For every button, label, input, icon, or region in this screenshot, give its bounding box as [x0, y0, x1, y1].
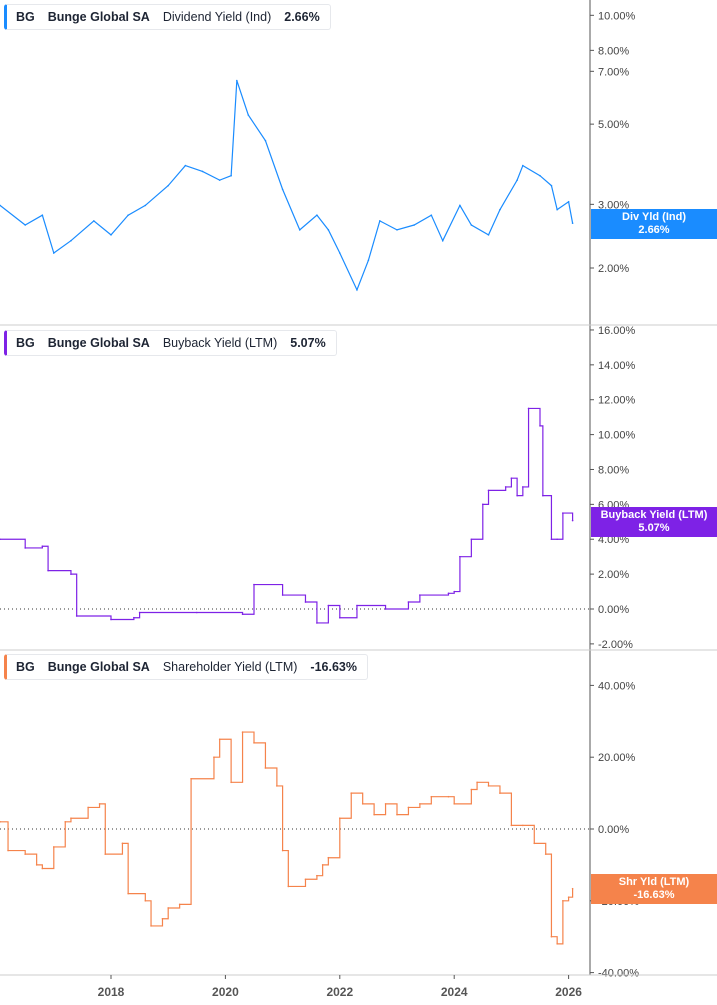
y-tick-label: 0.00%: [598, 604, 629, 616]
y-tick-label: 20.00%: [598, 752, 636, 764]
legend-value: 5.07%: [290, 336, 326, 350]
legend-value: 2.66%: [284, 10, 320, 24]
current-value-tag-buyback: Buyback Yield (LTM) 5.07%: [591, 507, 717, 537]
x-tick-label: 2020: [212, 985, 239, 999]
tag-value: 2.66%: [638, 224, 670, 236]
series-line: [0, 80, 574, 292]
y-tick-label: -40.00%: [598, 968, 639, 980]
y-tick-label: 12.00%: [598, 395, 636, 407]
legend-dividend-yield: BG Bunge Global SA Dividend Yield (Ind) …: [4, 4, 331, 30]
x-tick-label: 2024: [441, 985, 468, 999]
legend-metric: Buyback Yield (LTM): [162, 336, 278, 350]
y-tick-label: 40.00%: [598, 680, 636, 692]
legend-ticker: BG: [16, 10, 35, 24]
legend-company: Bunge Global SA: [47, 336, 150, 350]
x-tick-label: 2026: [555, 985, 582, 999]
tag-value: -16.63%: [633, 889, 675, 901]
y-tick-label: 8.00%: [598, 45, 629, 57]
series-line: [0, 731, 574, 945]
x-tick-label: 2018: [98, 985, 125, 999]
y-tick-label: 2.00%: [598, 569, 629, 581]
legend-metric: Dividend Yield (Ind): [162, 10, 272, 24]
y-tick-label: 3.00%: [598, 199, 629, 211]
tag-value: 5.07%: [638, 522, 670, 534]
legend-company: Bunge Global SA: [47, 660, 150, 674]
y-tick-label: -2.00%: [598, 639, 633, 651]
legend-company: Bunge Global SA: [47, 10, 150, 24]
y-tick-label: 4.00%: [598, 534, 629, 546]
y-tick-label: 10.00%: [598, 430, 636, 442]
y-tick-label: 16.00%: [598, 325, 636, 337]
tag-label: Shr Yld (LTM): [618, 876, 690, 888]
legend-ticker: BG: [16, 660, 35, 674]
y-tick-label: 10.00%: [598, 10, 636, 22]
tag-label: Buyback Yield (LTM): [600, 509, 708, 521]
legend-value: -16.63%: [310, 660, 357, 674]
y-tick-label: 0.00%: [598, 824, 629, 836]
y-tick-label: 7.00%: [598, 66, 629, 78]
series-line: [0, 407, 574, 624]
x-tick-label: 2022: [326, 985, 353, 999]
tag-label: Div Yld (Ind): [622, 211, 686, 223]
legend-metric: Shareholder Yield (LTM): [162, 660, 298, 674]
y-tick-label: 2.00%: [598, 263, 629, 275]
y-tick-label: 8.00%: [598, 464, 629, 476]
legend-buyback-yield: BG Bunge Global SA Buyback Yield (LTM) 5…: [4, 330, 337, 356]
y-tick-label: 14.00%: [598, 360, 636, 372]
legend-ticker: BG: [16, 336, 35, 350]
current-value-tag-dividend: Div Yld (Ind) 2.66%: [591, 209, 717, 239]
legend-shareholder-yield: BG Bunge Global SA Shareholder Yield (LT…: [4, 654, 368, 680]
y-tick-label: 5.00%: [598, 119, 629, 131]
current-value-tag-shareholder: Shr Yld (LTM) -16.63%: [591, 874, 717, 904]
